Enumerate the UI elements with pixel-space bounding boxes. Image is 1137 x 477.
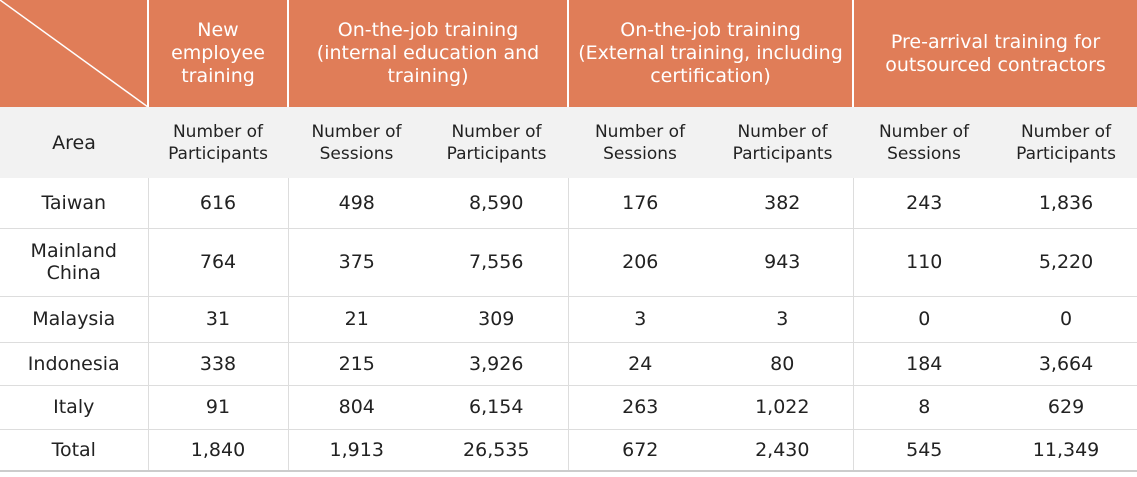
cell-value: 5,220 — [995, 228, 1137, 297]
cell-value: 80 — [712, 342, 854, 386]
data-row: Taiwan 616 498 8,590 176 382 243 1,836 — [0, 178, 1137, 229]
cell-value: 7,556 — [425, 228, 569, 297]
group-header: Pre-arrival training for outsourced cont… — [852, 0, 1137, 107]
cell-value: 3,664 — [995, 342, 1137, 386]
column-header: Number of Participants — [425, 107, 569, 178]
cell-value: 3,926 — [425, 342, 569, 386]
cell-value: 338 — [147, 342, 288, 386]
cell-value: 1,840 — [147, 429, 288, 472]
cell-value: 3 — [712, 296, 854, 343]
group-header: On-the-job training (internal education … — [286, 0, 569, 107]
subheader-row: Area Number of Participants Number of Ses… — [0, 107, 1137, 178]
cell-value: 263 — [567, 385, 713, 430]
cell-value: 206 — [567, 228, 713, 297]
cell-value: 545 — [852, 429, 996, 472]
cell-value: 616 — [147, 178, 288, 229]
cell-value: 0 — [995, 296, 1137, 343]
cell-value: 1,022 — [712, 385, 854, 430]
column-header: Number of Participants — [712, 107, 854, 178]
cell-value: 215 — [287, 342, 425, 386]
area-name: Malaysia — [0, 296, 148, 343]
cell-value: 629 — [995, 385, 1137, 430]
cell-value: 184 — [852, 342, 996, 386]
area-name: Taiwan — [0, 178, 148, 229]
data-row: Mainland China 764 375 7,556 206 943 110 5,220 — [0, 228, 1137, 297]
group-header: New employee training — [147, 0, 288, 107]
cell-value: 91 — [147, 385, 288, 430]
cell-value: 176 — [567, 178, 713, 229]
cell-value: 24 — [567, 342, 713, 386]
cell-value: 498 — [287, 178, 425, 229]
cell-value: 382 — [712, 178, 854, 229]
cell-value: 3 — [567, 296, 713, 343]
cell-value: 243 — [852, 178, 996, 229]
cell-value: 21 — [287, 296, 425, 343]
cell-value: 804 — [287, 385, 425, 430]
column-header: Number of Sessions — [853, 107, 996, 178]
cell-value: 31 — [147, 296, 288, 343]
column-header: Number of Participants — [148, 107, 288, 178]
cell-value: 26,535 — [425, 429, 569, 472]
cell-value: 1,836 — [995, 178, 1137, 229]
cell-value: 672 — [567, 429, 713, 472]
cell-value: 110 — [852, 228, 996, 297]
cell-value: 6,154 — [425, 385, 569, 430]
area-name: Italy — [0, 385, 148, 430]
area-name: Mainland China — [0, 228, 148, 297]
column-header: Number of Sessions — [568, 107, 713, 178]
diagonal — [0, 0, 148, 107]
cell-value: 764 — [147, 228, 288, 297]
table-body: Taiwan 616 498 8,590 176 382 243 1,836 Mainland … — [0, 178, 1137, 472]
area-label: Area — [0, 107, 148, 178]
area-name: Total — [0, 429, 148, 472]
cell-value: 2,430 — [712, 429, 854, 472]
data-row: Indonesia 338 215 3,926 24 80 184 3,664 — [0, 342, 1137, 386]
cell-value: 309 — [425, 296, 569, 343]
data-row: Italy 91 804 6,154 263 1,022 8 629 — [0, 385, 1137, 430]
cell-value: 1,913 — [287, 429, 425, 472]
cell-value: 8 — [852, 385, 996, 430]
data-row: Total 1,840 1,913 26,535 672 2,430 545 11,349 — [0, 429, 1137, 472]
cell-value: 8,590 — [425, 178, 569, 229]
corner-cell — [0, 0, 148, 107]
group-header: On-the-job training (External training, … — [567, 0, 854, 107]
group-header-row: New employee training On-the-job training… — [0, 0, 1137, 107]
area-name: Indonesia — [0, 342, 148, 386]
data-row: Malaysia 31 21 309 3 3 0 0 — [0, 296, 1137, 343]
column-header: Number of Participants — [995, 107, 1137, 178]
cell-value: 375 — [287, 228, 425, 297]
column-header: Number of Sessions — [288, 107, 425, 178]
cell-value: 11,349 — [995, 429, 1137, 472]
cell-value: 943 — [712, 228, 854, 297]
cell-value: 0 — [852, 296, 996, 343]
